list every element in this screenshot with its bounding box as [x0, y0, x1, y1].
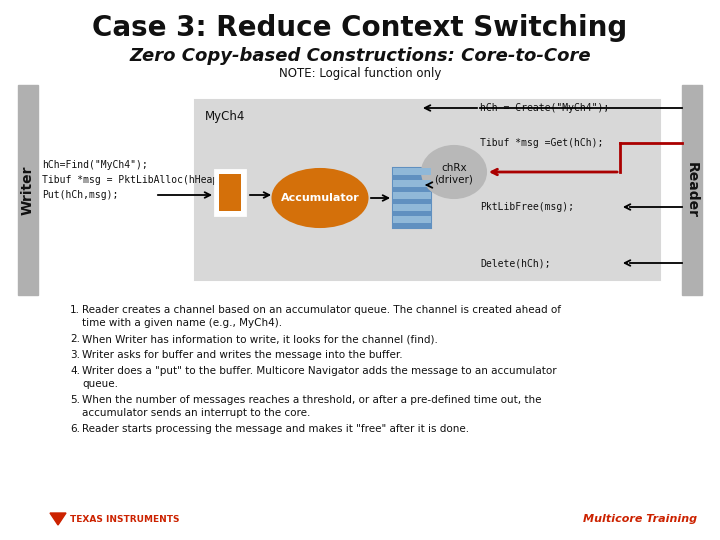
Text: NOTE: Logical function only: NOTE: Logical function only	[279, 68, 441, 80]
Text: 1.: 1.	[70, 305, 80, 315]
Text: MyCh4: MyCh4	[205, 110, 246, 123]
Text: Tibuf *msg =Get(hCh);: Tibuf *msg =Get(hCh);	[480, 138, 603, 148]
Text: Writer: Writer	[21, 165, 35, 215]
Text: Accumulator: Accumulator	[281, 193, 359, 203]
Text: Writer asks for buffer and writes the message into the buffer.: Writer asks for buffer and writes the me…	[82, 350, 402, 360]
Text: Put(hCh,msg);: Put(hCh,msg);	[42, 190, 118, 200]
Ellipse shape	[422, 146, 486, 198]
Bar	[35, 508, 685, 533]
Bar	[215, 170, 245, 215]
Bar	[393, 204, 431, 211]
Bar	[393, 168, 431, 228]
Text: queue.: queue.	[82, 379, 118, 389]
Text: 3.: 3.	[70, 350, 80, 360]
Text: When the number of messages reaches a threshold, or after a pre-defined time out: When the number of messages reaches a th…	[82, 395, 541, 405]
Bar	[682, 85, 702, 295]
Text: Writer does a "put" to the buffer. Multicore Navigator adds the message to an ac: Writer does a "put" to the buffer. Multi…	[82, 366, 557, 376]
Bar	[18, 85, 38, 295]
Text: When Writer has information to write, it looks for the channel (find).: When Writer has information to write, it…	[82, 334, 438, 344]
Text: Reader: Reader	[685, 162, 699, 218]
Text: Case 3: Reduce Context Switching: Case 3: Reduce Context Switching	[92, 14, 628, 42]
Text: Zero Copy-based Constructions: Core-to-Core: Zero Copy-based Constructions: Core-to-C…	[129, 47, 591, 65]
Text: 6.: 6.	[70, 424, 80, 434]
Text: time with a given name (e.g., MyCh4).: time with a given name (e.g., MyCh4).	[82, 318, 282, 328]
Text: Reader creates a channel based on an accumulator queue. The channel is created a: Reader creates a channel based on an acc…	[82, 305, 561, 315]
Bar	[393, 180, 431, 187]
Polygon shape	[50, 513, 66, 525]
Text: PktLibFree(msg);: PktLibFree(msg);	[480, 202, 574, 212]
Bar	[219, 174, 241, 211]
Text: TEXAS INSTRUMENTS: TEXAS INSTRUMENTS	[70, 515, 179, 523]
Text: Reader starts processing the message and makes it "free" after it is done.: Reader starts processing the message and…	[82, 424, 469, 434]
Text: Multicore Training: Multicore Training	[583, 514, 697, 524]
Text: chRx: chRx	[441, 163, 467, 173]
Bar	[195, 100, 660, 280]
Ellipse shape	[272, 169, 367, 227]
Text: accumulator sends an interrupt to the core.: accumulator sends an interrupt to the co…	[82, 408, 310, 418]
Text: (driver): (driver)	[435, 175, 474, 185]
Bar	[393, 192, 431, 199]
Text: Delete(hCh);: Delete(hCh);	[480, 258, 551, 268]
Text: Tibuf *msg = PktLibAlloc(hHeap);: Tibuf *msg = PktLibAlloc(hHeap);	[42, 175, 230, 185]
Text: hCh=Find("MyCh4");: hCh=Find("MyCh4");	[42, 160, 148, 170]
Text: 2.: 2.	[70, 334, 80, 344]
Text: 4.: 4.	[70, 366, 80, 376]
Text: hCh = Create("MyCh4");: hCh = Create("MyCh4");	[480, 103, 609, 113]
Bar	[393, 216, 431, 222]
Text: 5.: 5.	[70, 395, 80, 405]
Bar	[393, 168, 431, 174]
